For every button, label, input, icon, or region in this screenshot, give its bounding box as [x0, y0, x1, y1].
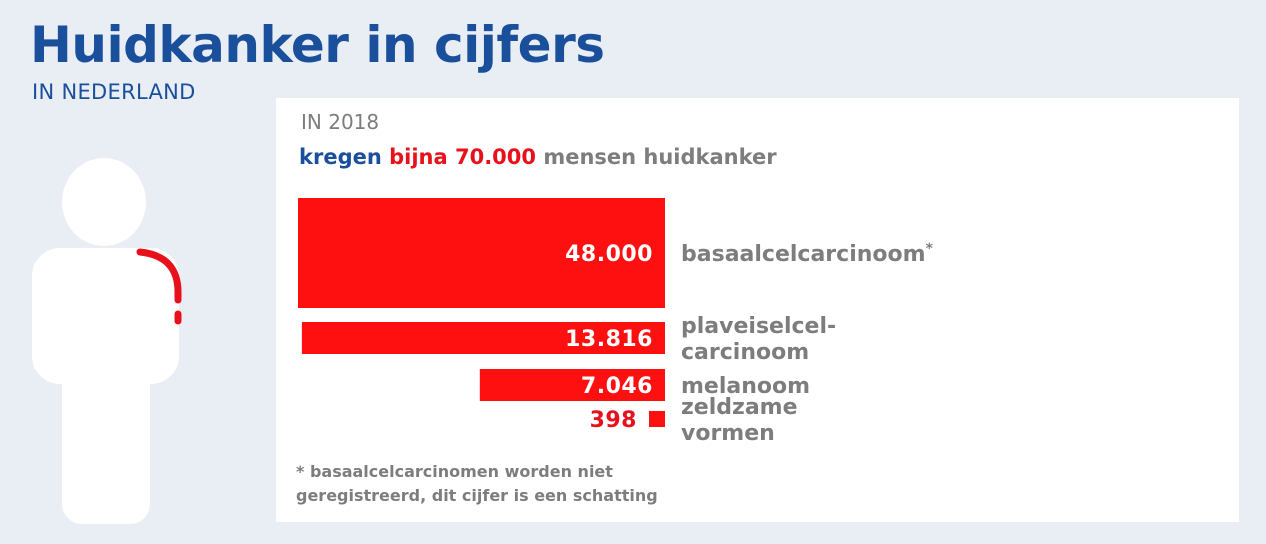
headline-rest: mensen huidkanker: [543, 145, 777, 169]
person-silhouette-icon: [32, 158, 182, 524]
bar-2: [301, 322, 665, 354]
value-label-4: 398: [590, 408, 637, 433]
category-label-4-line-1: zeldzame: [681, 395, 798, 420]
page-subtitle: IN NEDERLAND: [32, 80, 196, 104]
value-label-1: 48.000: [565, 242, 653, 267]
chart-panel: [276, 98, 1239, 522]
bar-1: [298, 198, 665, 308]
figure-torso: [32, 248, 179, 384]
category-label-4-line-2: vormen: [681, 421, 775, 446]
page-title: Huidkanker in cijfers: [30, 16, 605, 74]
figure-head: [62, 158, 146, 246]
year-label: IN 2018: [301, 110, 380, 134]
figure-legs: [62, 350, 150, 524]
category-label-3: melanoom: [681, 374, 810, 399]
headline-count: bijna 70.000: [389, 145, 537, 169]
headline-verb: kregen: [299, 145, 382, 169]
value-label-2: 13.816: [565, 327, 653, 352]
footnote-line-2: geregistreerd, dit cijfer is een schatti…: [296, 486, 658, 505]
bar-3: [479, 369, 665, 401]
category-label-1: basaalcelcarcinoom*: [681, 241, 934, 267]
footnote-line-1: * basaalcelcarcinomen worden niet: [296, 462, 613, 481]
category-label-2-line-1: plaveiselcel-: [681, 314, 836, 339]
value-label-3: 7.046: [581, 374, 653, 399]
bar-4: [649, 411, 665, 427]
skin-spot-arc: [136, 248, 182, 304]
category-label-2-line-2: carcinoom: [681, 340, 809, 365]
headline: kregen bijna 70.000 mensen huidkanker: [299, 145, 777, 169]
